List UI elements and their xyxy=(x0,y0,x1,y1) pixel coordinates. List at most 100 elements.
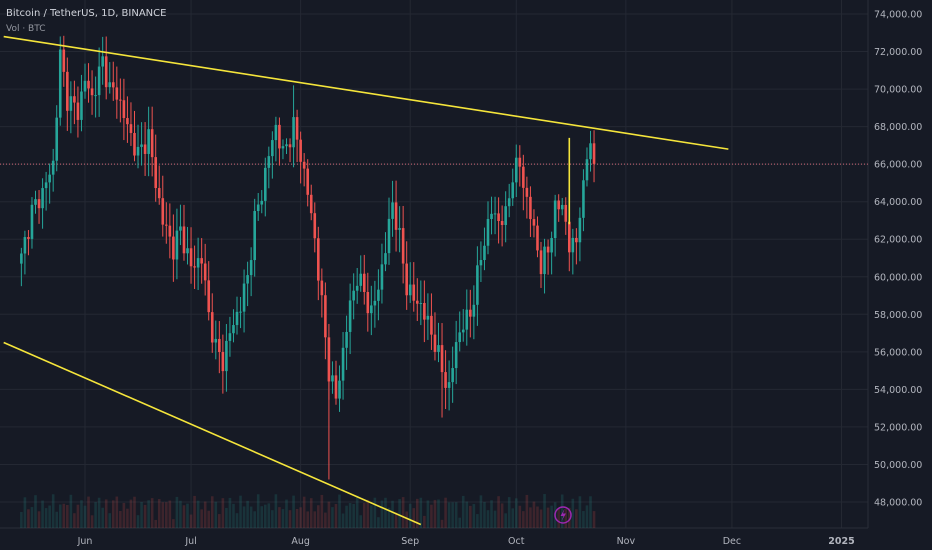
candle-body xyxy=(263,167,267,201)
volume-bar xyxy=(51,494,55,528)
candle-body xyxy=(157,188,161,199)
candle-body xyxy=(408,284,412,296)
candle-body xyxy=(338,380,341,399)
candle-body xyxy=(242,283,246,312)
candle-body xyxy=(83,80,87,92)
candle-body xyxy=(553,200,557,239)
candle-body xyxy=(377,289,380,301)
volume-bar xyxy=(546,507,550,528)
candle-body xyxy=(69,96,73,111)
volume-bar xyxy=(34,495,37,528)
volume-bar xyxy=(23,497,27,528)
candle-body xyxy=(218,338,221,353)
volume-bar xyxy=(458,517,462,528)
candle-body xyxy=(380,264,384,290)
candle-body xyxy=(536,225,539,251)
volume-bar xyxy=(352,503,355,528)
volume-bar xyxy=(461,495,465,528)
candle-body xyxy=(228,333,232,341)
candle-body xyxy=(550,238,553,253)
volume-bar xyxy=(391,500,394,528)
volume-bar xyxy=(111,500,115,528)
volume-bar xyxy=(543,494,546,528)
volume-bar xyxy=(345,505,348,528)
volume-bar xyxy=(331,507,334,528)
volume-bar xyxy=(518,505,522,528)
candle-body xyxy=(486,219,490,246)
volume-bar xyxy=(271,510,274,528)
candle-body xyxy=(203,263,207,281)
candle-body xyxy=(419,303,423,305)
volume-bar xyxy=(338,494,341,528)
volume-bar xyxy=(504,513,507,528)
candle-body xyxy=(87,80,90,89)
volume-bar xyxy=(362,502,366,528)
volume-bar xyxy=(355,495,359,528)
volume-bar xyxy=(186,503,189,528)
volume-bar xyxy=(377,517,380,528)
volume-bar xyxy=(437,499,440,528)
volume-bar xyxy=(115,496,119,528)
candle-body xyxy=(62,49,66,72)
volume-bar xyxy=(147,500,150,528)
x-tick-label: Jun xyxy=(77,536,93,547)
volume-bar xyxy=(373,497,377,528)
candle-body xyxy=(461,329,465,333)
event-marker[interactable] xyxy=(554,506,572,524)
y-tick-label: 74,000.00 xyxy=(874,10,922,21)
candle-body xyxy=(483,245,486,261)
y-tick-label: 62,000.00 xyxy=(874,235,922,246)
volume-bar xyxy=(511,508,515,528)
volume-bar xyxy=(239,495,242,528)
candle-body xyxy=(454,342,458,369)
volume-bar xyxy=(313,511,317,528)
volume-bar xyxy=(69,494,73,528)
volume-bar xyxy=(161,502,165,528)
volume-bar xyxy=(348,503,352,528)
volume-bar xyxy=(87,496,90,528)
candle-body xyxy=(295,117,299,140)
volume-bar xyxy=(444,497,447,528)
volume-label: Vol · BTC xyxy=(6,24,46,34)
candle-body xyxy=(352,290,355,301)
candle-body xyxy=(571,237,575,253)
lightning-icon-ring xyxy=(554,506,572,524)
candle-body xyxy=(239,311,242,313)
y-tick-label: 60,000.00 xyxy=(874,272,922,283)
volume-bar xyxy=(232,503,235,528)
volume-bar xyxy=(295,508,299,528)
volume-bar xyxy=(260,506,264,528)
volume-bar xyxy=(454,502,458,528)
volume-bar xyxy=(578,496,582,528)
volume-bar xyxy=(440,519,444,528)
volume-bar xyxy=(309,498,313,528)
candle-body xyxy=(256,204,260,212)
candle-body xyxy=(193,266,196,268)
lightning-icon[interactable] xyxy=(554,506,572,524)
candle-body xyxy=(532,219,536,226)
volume-bar xyxy=(44,508,48,528)
candle-body xyxy=(51,160,55,175)
candle-body xyxy=(302,161,306,169)
volume-bar xyxy=(285,499,288,528)
volume-bar xyxy=(401,497,405,528)
candle-body xyxy=(589,143,592,160)
axes: 48,000.00 50,000.00 52,000.00 54,000.00 56,0… xyxy=(77,10,923,548)
candle-body xyxy=(165,224,168,226)
candle-body xyxy=(80,91,83,120)
trendline xyxy=(3,341,422,526)
volume-bar xyxy=(221,498,225,528)
candle-body xyxy=(285,144,288,147)
candle-body xyxy=(497,213,500,222)
candle-body xyxy=(306,168,310,195)
candle-body xyxy=(299,139,302,162)
volume-bar xyxy=(94,502,97,528)
volume-bar xyxy=(486,510,490,528)
candle-body xyxy=(196,258,200,268)
volume-bars xyxy=(20,494,596,528)
candle-body xyxy=(493,213,497,215)
volume-bar xyxy=(136,515,140,528)
volume-bar xyxy=(225,507,228,528)
candle-body xyxy=(518,157,522,167)
